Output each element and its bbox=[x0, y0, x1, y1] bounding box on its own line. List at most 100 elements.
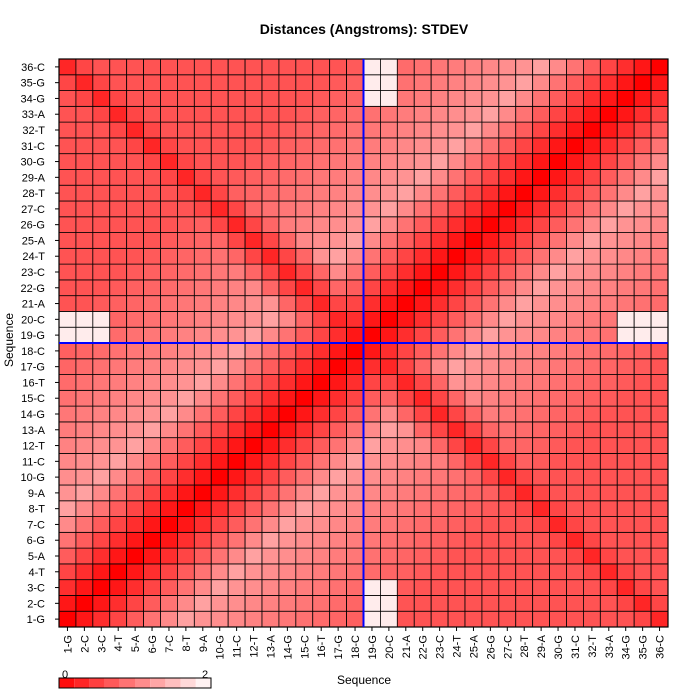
heatmap-cell bbox=[177, 232, 195, 249]
heatmap-cell bbox=[532, 484, 550, 502]
heatmap-cell bbox=[193, 326, 212, 344]
heatmap-cell bbox=[210, 437, 229, 454]
heatmap-cell bbox=[616, 105, 635, 123]
heatmap-cell bbox=[312, 421, 331, 439]
heatmap-cell bbox=[566, 389, 584, 407]
heatmap-cell bbox=[599, 263, 618, 281]
heatmap-cell bbox=[583, 342, 601, 360]
heatmap-cell bbox=[498, 74, 517, 91]
heatmap-cell bbox=[566, 405, 584, 423]
heatmap-cell bbox=[532, 342, 550, 360]
heatmap-cell bbox=[413, 169, 432, 186]
heatmap-cell bbox=[193, 405, 212, 423]
heatmap-cell bbox=[160, 326, 178, 344]
heatmap-cell bbox=[126, 169, 144, 186]
heatmap-cell bbox=[109, 610, 128, 628]
heatmap-cell bbox=[177, 90, 195, 107]
heatmap-cell bbox=[363, 500, 381, 517]
heatmap-cell bbox=[160, 374, 178, 391]
heatmap-cell bbox=[599, 326, 618, 344]
heatmap-cell bbox=[599, 216, 618, 233]
heatmap-cell bbox=[447, 58, 466, 76]
colorbar-swatch bbox=[195, 678, 211, 688]
heatmap-cell bbox=[633, 311, 652, 328]
heatmap-cell bbox=[160, 169, 178, 186]
heatmap-cell bbox=[109, 295, 128, 312]
heatmap-cell bbox=[616, 169, 635, 186]
heatmap-cell bbox=[261, 421, 280, 439]
heatmap-cell bbox=[177, 311, 195, 328]
heatmap-cell bbox=[583, 468, 601, 486]
heatmap-cell bbox=[380, 610, 398, 628]
heatmap-cell bbox=[481, 90, 500, 107]
heatmap-cell bbox=[143, 374, 161, 391]
heatmap-cell bbox=[481, 326, 500, 344]
heatmap-cell bbox=[227, 216, 246, 233]
heatmap-cell bbox=[633, 468, 652, 486]
heatmap-cell bbox=[295, 531, 314, 549]
heatmap-cell bbox=[312, 389, 331, 407]
heatmap-cell bbox=[532, 121, 550, 139]
x-tick-label: 33-A bbox=[604, 634, 616, 658]
heatmap-cell bbox=[312, 311, 331, 328]
heatmap-cell bbox=[244, 563, 263, 581]
heatmap-cell bbox=[312, 326, 331, 344]
heatmap-cell bbox=[464, 358, 483, 375]
heatmap-cell bbox=[380, 58, 398, 76]
heatmap-cell bbox=[329, 105, 347, 123]
heatmap-cell bbox=[193, 468, 212, 486]
heatmap-cell bbox=[599, 358, 618, 375]
heatmap-cell bbox=[599, 153, 618, 170]
heatmap-cell bbox=[244, 547, 263, 565]
heatmap-cell bbox=[210, 311, 229, 328]
heatmap-cell bbox=[430, 531, 449, 549]
heatmap-cell bbox=[583, 437, 601, 454]
heatmap-cell bbox=[498, 232, 517, 249]
y-tick-label: 22-G bbox=[21, 283, 45, 295]
heatmap-cell bbox=[633, 421, 652, 439]
heatmap-cell bbox=[481, 547, 500, 565]
heatmap-cell bbox=[616, 468, 635, 486]
heatmap-cell bbox=[210, 579, 229, 596]
heatmap-cell bbox=[329, 579, 347, 596]
heatmap-cell bbox=[363, 547, 381, 565]
heatmap-cell bbox=[177, 153, 195, 170]
heatmap-cell bbox=[650, 311, 669, 328]
y-tick-label: 25-A bbox=[22, 235, 46, 247]
heatmap-cell bbox=[92, 58, 111, 76]
heatmap-cell bbox=[261, 105, 280, 123]
heatmap-cell bbox=[295, 563, 314, 581]
y-tick-label: 31-C bbox=[21, 141, 45, 153]
heatmap-cell bbox=[210, 563, 229, 581]
heatmap-cell bbox=[380, 453, 398, 470]
heatmap-cell bbox=[447, 184, 466, 202]
heatmap-cell bbox=[430, 279, 449, 297]
heatmap-cell bbox=[160, 105, 178, 123]
heatmap-cell bbox=[650, 169, 669, 186]
heatmap-cell bbox=[261, 516, 280, 533]
heatmap-cell bbox=[143, 358, 161, 375]
heatmap-cell bbox=[126, 153, 144, 170]
heatmap-cell bbox=[160, 453, 178, 470]
heatmap-cell bbox=[295, 547, 314, 565]
heatmap-cell bbox=[75, 531, 94, 549]
heatmap-cell bbox=[380, 374, 398, 391]
heatmap-cell bbox=[413, 279, 432, 297]
heatmap-cell bbox=[261, 484, 280, 502]
colorbar-swatch bbox=[135, 678, 151, 688]
y-tick-label: 36-C bbox=[21, 62, 45, 74]
heatmap-cell bbox=[177, 295, 195, 312]
heatmap-cell bbox=[532, 358, 550, 375]
heatmap-cell bbox=[650, 295, 669, 312]
heatmap-cell bbox=[583, 279, 601, 297]
heatmap-cell bbox=[583, 295, 601, 312]
heatmap-cell bbox=[312, 468, 331, 486]
heatmap-cell bbox=[227, 342, 246, 360]
heatmap-cell bbox=[346, 216, 364, 233]
heatmap-cell bbox=[177, 547, 195, 565]
heatmap-cell bbox=[244, 279, 263, 297]
x-tick-label: 4-T bbox=[113, 635, 125, 652]
heatmap-cell bbox=[177, 74, 195, 91]
heatmap-cell bbox=[616, 90, 635, 107]
heatmap-cell bbox=[329, 311, 347, 328]
